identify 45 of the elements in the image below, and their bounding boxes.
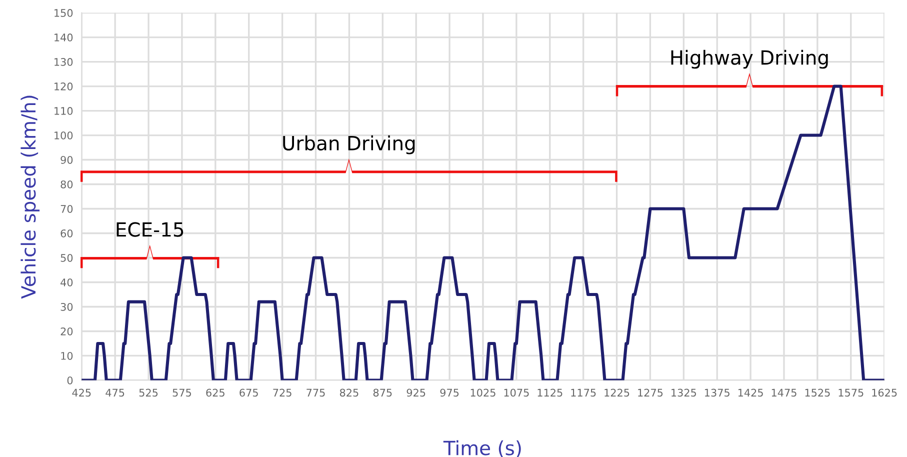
y-tick-label: 60 [60,229,73,238]
x-tick-label: 1175 [571,388,596,397]
annotation: ECE-15 [116,222,184,237]
x-tick-label: 1025 [470,388,496,397]
y-tick-label: 0 [67,376,73,384]
x-tick-label: 1325 [672,388,696,397]
annotation: Urban Driving [283,135,415,154]
x-tick-label: 675 [240,388,258,397]
y-tick-label: 30 [60,302,73,311]
y-tick-label: 10 [61,352,73,360]
y-axis-title: Vehicle speed (km/h) [20,96,40,299]
x-tick-label: 875 [373,388,392,397]
x-tick-label: 425 [72,388,91,397]
x-tick-label: 725 [273,388,292,397]
x-tick-label: 525 [139,388,158,397]
x-tick-label: 1275 [638,388,663,397]
x-tick-label: 975 [440,388,459,397]
x-tick-label: 1575 [838,388,864,397]
x-tick-label: 1075 [504,388,529,397]
y-tick-label: 50 [60,254,73,262]
y-tick-label: 40 [60,278,73,286]
x-tick-label: 475 [106,388,124,397]
x-tick-label: 625 [206,388,224,397]
x-tick-label: 1525 [805,388,830,397]
annotation: Highway Driving [671,50,828,69]
y-tick-label: 140 [54,34,73,42]
y-tick-label: 90 [60,156,73,164]
x-tick-label: 825 [340,388,358,397]
y-tick-label: 130 [54,58,73,66]
x-tick-label: 1625 [872,388,897,397]
x-tick-label: 1425 [738,388,763,397]
y-tick-label: 110 [54,107,73,115]
y-tick-label: 150 [54,9,73,17]
x-tick-label: 925 [406,388,426,397]
x-tick-label: 775 [306,388,325,397]
x-tick-label: 1125 [538,388,562,397]
y-tick-label: 120 [54,82,73,90]
y-tick-label: 100 [54,132,73,140]
x-tick-label: 1375 [704,388,730,397]
y-tick-label: 80 [60,180,73,188]
x-tick-label: 1225 [604,388,630,397]
x-tick-label: 575 [172,388,191,397]
x-tick-label: 1475 [772,388,796,397]
y-tick-label: 70 [60,204,73,213]
y-tick-label: 20 [60,327,73,336]
